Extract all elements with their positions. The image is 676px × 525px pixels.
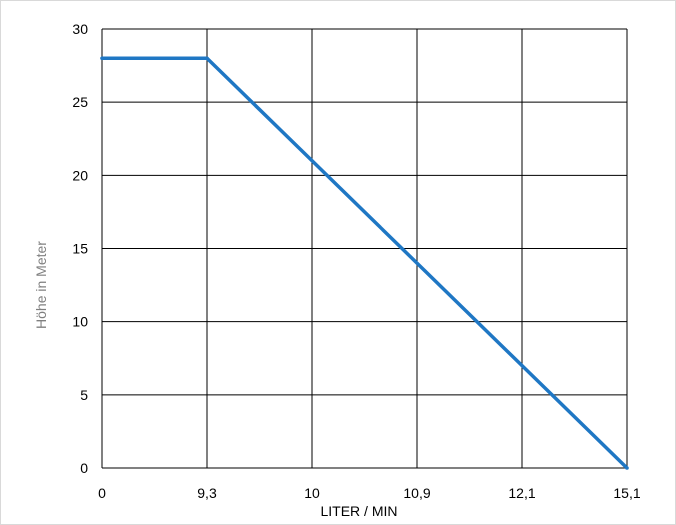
x-tick-label: 10 xyxy=(304,485,320,501)
series-line-0 xyxy=(102,56,629,470)
series-layer xyxy=(100,56,629,470)
x-tick-label: 10,9 xyxy=(403,485,430,501)
x-tick-label: 0 xyxy=(98,485,106,501)
series-point xyxy=(205,56,209,61)
y-tick-label: 5 xyxy=(80,387,88,403)
x-tick-label: 12,1 xyxy=(508,485,535,501)
y-tick-label: 20 xyxy=(72,167,88,183)
y-tick-label: 0 xyxy=(80,460,88,476)
x-tick-label: 9,3 xyxy=(197,485,217,501)
series-point xyxy=(100,56,104,61)
y-axis-title: Höhe in Meter xyxy=(33,241,49,329)
y-tick-label: 25 xyxy=(72,94,88,110)
y-tick-label: 30 xyxy=(72,21,88,37)
x-axis-title: LITER / MIN xyxy=(320,503,397,519)
y-tick-label: 15 xyxy=(72,241,88,257)
tick-labels: 0 5 10 15 20 25 30 0 9,3 10 10,9 12,1 15,1 xyxy=(72,21,640,501)
y-tick-label: 10 xyxy=(72,314,88,330)
series-point xyxy=(625,466,629,470)
grid xyxy=(101,28,628,469)
x-tick-label: 15,1 xyxy=(613,485,640,501)
